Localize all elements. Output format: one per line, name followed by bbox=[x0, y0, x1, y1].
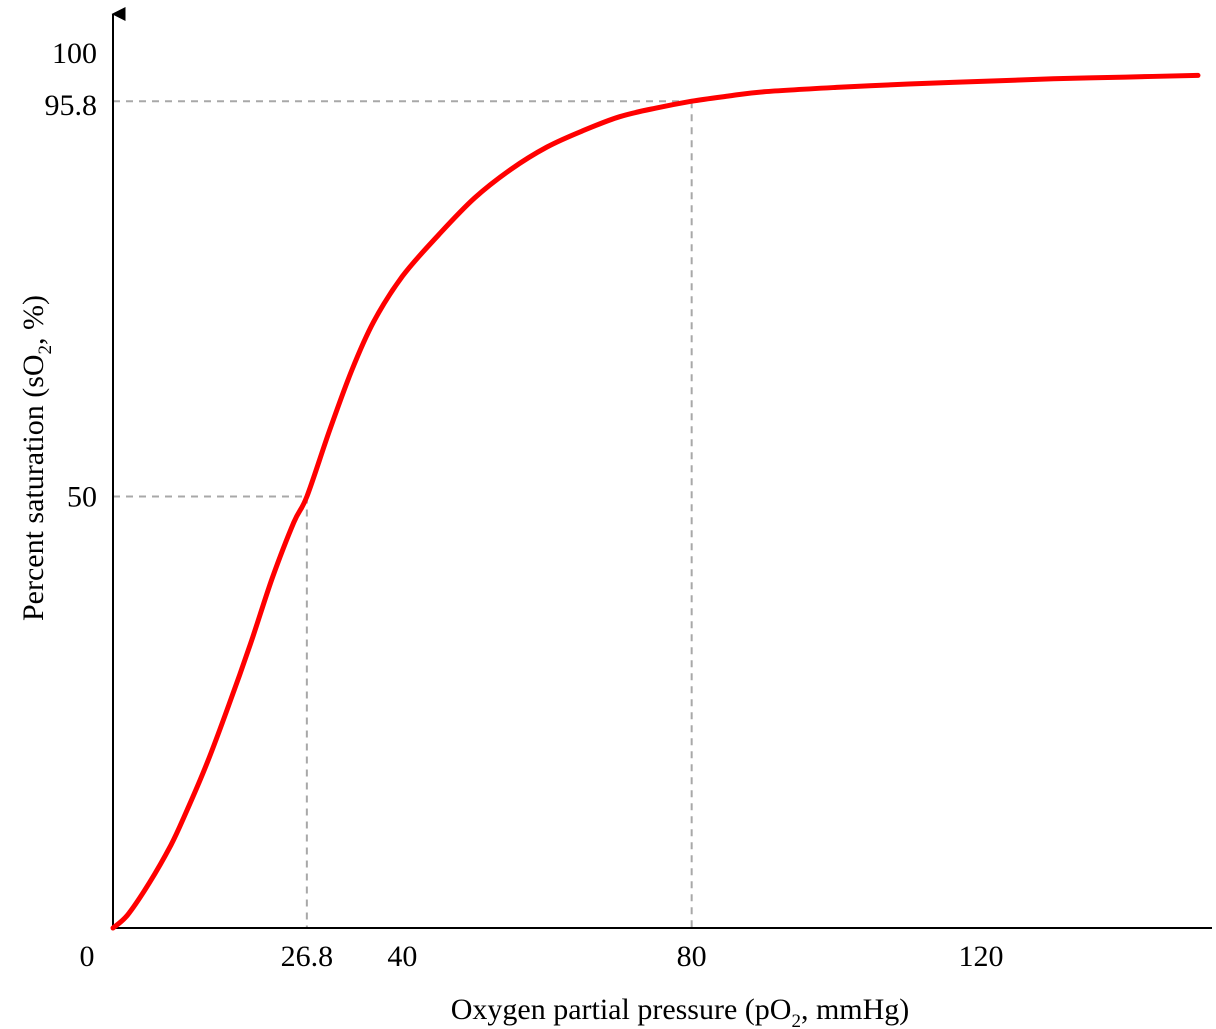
x-tick-label-3: 120 bbox=[959, 940, 1004, 973]
y-tick-label-1: 95.8 bbox=[45, 89, 98, 122]
y-axis-title-subscript: 2 bbox=[35, 345, 56, 355]
x-axis-title-rest: , mmHg) bbox=[801, 993, 909, 1026]
y-tick-label-2: 50 bbox=[67, 481, 97, 514]
tick-labels: 26.8 40 80 120 100 95.8 50 bbox=[45, 37, 1004, 973]
x-axis-title-subscript: 2 bbox=[791, 1011, 801, 1029]
x-axis-title: Oxygen partial pressure (pO2, mmHg) bbox=[451, 993, 910, 1029]
y-axis-title-main: Percent saturation (sO bbox=[17, 354, 50, 621]
saturation-curve bbox=[110, 72, 1201, 931]
y-axis-title-rest: , %) bbox=[17, 295, 50, 345]
guide-lines bbox=[113, 100, 693, 928]
series-line-0 bbox=[110, 72, 1201, 931]
x-tick-label-2: 80 bbox=[677, 940, 707, 973]
y-axis-title: Percent saturation (sO2, %) bbox=[17, 295, 56, 621]
y-tick-label-0: 100 bbox=[52, 37, 97, 70]
x-tick-label-1: 40 bbox=[387, 940, 417, 973]
origin-label: 0 bbox=[80, 940, 95, 973]
x-tick-label-0: 26.8 bbox=[281, 940, 334, 973]
x-axis-title-main: Oxygen partial pressure (pO bbox=[451, 993, 792, 1026]
